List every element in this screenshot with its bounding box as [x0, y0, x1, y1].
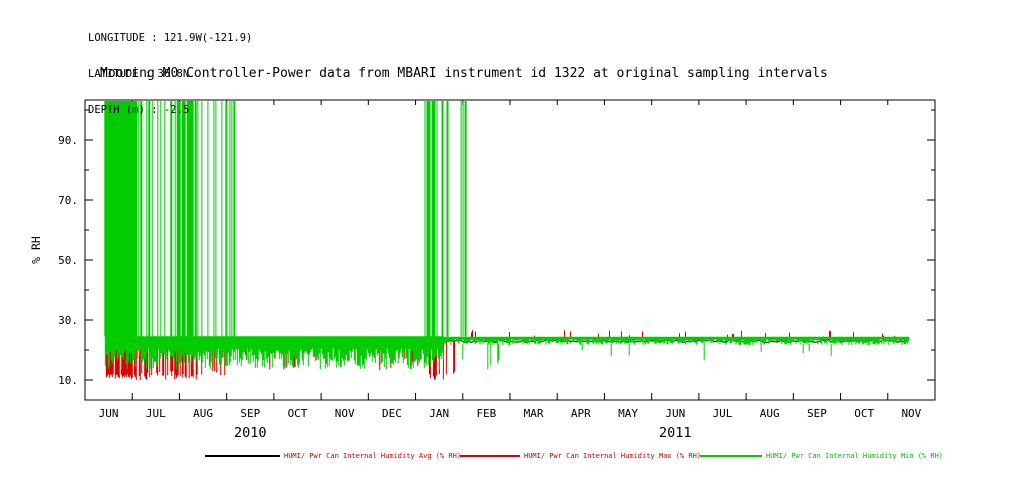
- axes: [84, 99, 936, 401]
- depth-label: DEPTH (m) : -2.5: [88, 104, 190, 116]
- svg-text:APR: APR: [571, 407, 591, 420]
- svg-text:30.: 30.: [58, 314, 78, 327]
- svg-text:OCT: OCT: [288, 407, 308, 420]
- svg-text:AUG: AUG: [193, 407, 213, 420]
- axis-labels: 90. 70. 50. 30. 10. JUN JUL AUG SEP OCT NOV DEC JAN F…: [58, 134, 922, 441]
- svg-text:2010: 2010: [234, 425, 267, 441]
- max-line-swatch: [460, 455, 520, 457]
- svg-text:NOV: NOV: [901, 407, 921, 420]
- legend-label-avg: HUMI/ Pwr Can Internal Humidity Avg (% R…: [284, 452, 462, 460]
- svg-text:10.: 10.: [58, 374, 78, 387]
- legend-label-max: HUMI/ Pwr Can Internal Humidity Max (% R…: [524, 452, 702, 460]
- svg-text:50.: 50.: [58, 254, 78, 267]
- avg-line-swatch: [205, 455, 280, 457]
- svg-text:NOV: NOV: [335, 407, 355, 420]
- svg-text:JUN: JUN: [665, 407, 685, 420]
- series-min-line: [104, 101, 910, 370]
- svg-text:JUL: JUL: [146, 407, 166, 420]
- chart-title: Mooring M0 Controller-Power data from MB…: [100, 66, 828, 81]
- svg-text:JUN: JUN: [99, 407, 119, 420]
- svg-text:JAN: JAN: [429, 407, 449, 420]
- svg-text:SEP: SEP: [240, 407, 260, 420]
- svg-text:70.: 70.: [58, 194, 78, 207]
- svg-text:OCT: OCT: [854, 407, 874, 420]
- svg-text:AUG: AUG: [760, 407, 780, 420]
- svg-text:MAR: MAR: [524, 407, 544, 420]
- longitude-label: LONGITUDE : 121.9W(-121.9): [88, 32, 253, 44]
- svg-text:FEB: FEB: [476, 407, 496, 420]
- legend-item-max: HUMI/ Pwr Can Internal Humidity Max (% R…: [460, 451, 701, 461]
- svg-text:JUL: JUL: [713, 407, 733, 420]
- svg-text:2011: 2011: [659, 425, 692, 441]
- min-line-swatch: [700, 455, 762, 457]
- svg-text:DEC: DEC: [382, 407, 402, 420]
- svg-text:MAY: MAY: [618, 407, 638, 420]
- legend-label-min: HUMI/ Pwr Can Internal Humidity Min (% R…: [766, 452, 944, 460]
- y-axis-title: % RH: [29, 236, 43, 264]
- legend-item-avg: HUMI/ Pwr Can Internal Humidity Avg (% R…: [205, 451, 461, 461]
- svg-text:SEP: SEP: [807, 407, 827, 420]
- legend-item-min: HUMI/ Pwr Can Internal Humidity Min (% R…: [700, 451, 943, 461]
- latitude-label: LATITUDE : 36.8N: [88, 68, 190, 80]
- metadata-block: LONGITUDE : 121.9W(-121.9) LATITUDE : 36…: [88, 8, 252, 140]
- svg-text:90.: 90.: [58, 134, 78, 147]
